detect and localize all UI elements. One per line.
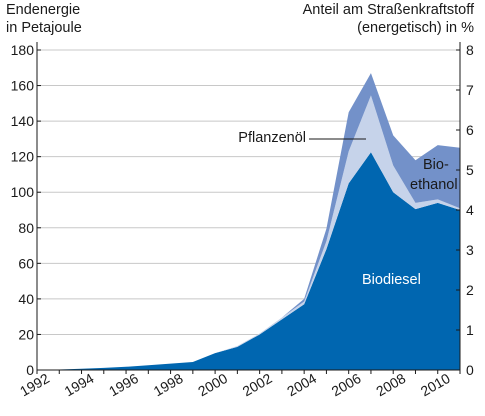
series-area-biodiesel xyxy=(37,152,460,370)
gridlines xyxy=(37,49,460,335)
left-tick-label: 160 xyxy=(11,78,35,94)
pflanzenoel-label: Pflanzenöl xyxy=(238,130,306,146)
left-tick-label: 120 xyxy=(11,149,35,165)
left-tick-label: 40 xyxy=(18,291,34,307)
left-axis-ticks: 0 20 40 60 80 100 120 140 160 180 xyxy=(11,42,41,378)
x-tick-label: 2000 xyxy=(195,370,230,400)
left-tick-label: 140 xyxy=(11,113,35,129)
right-tick-label: 2 xyxy=(466,282,474,298)
right-tick-label: 6 xyxy=(466,122,474,138)
series-area-pflanzen-l xyxy=(37,95,460,370)
right-tick-label: 5 xyxy=(466,162,474,178)
biodiesel-label: Biodiesel xyxy=(362,272,421,288)
x-axis-ticks: 1992 1994 1996 1998 2000 2002 2004 2006 2008 2010 xyxy=(17,370,461,400)
right-axis-title-line2: (energetisch) in % xyxy=(357,20,474,36)
x-tick-label: 2002 xyxy=(240,370,275,400)
left-axis-title-line1: Endenergie xyxy=(6,2,80,18)
left-tick-label: 60 xyxy=(18,255,34,271)
x-tick-label: 1998 xyxy=(151,370,186,400)
left-tick-label: 0 xyxy=(26,362,34,378)
x-tick-label: 2006 xyxy=(329,370,364,400)
right-axis-ticks: 0 1 2 3 4 5 6 7 8 xyxy=(456,42,474,378)
x-tick-label: 2008 xyxy=(373,370,408,400)
right-tick-label: 7 xyxy=(466,82,474,98)
right-tick-label: 0 xyxy=(466,362,474,378)
left-tick-label: 100 xyxy=(11,184,35,200)
x-tick-label: 1996 xyxy=(106,370,141,400)
left-tick-label: 20 xyxy=(18,326,34,342)
x-tick-label: 1994 xyxy=(62,370,97,400)
left-axis-title-line2: in Petajoule xyxy=(6,20,82,36)
x-tick-label: 2010 xyxy=(418,370,453,400)
right-tick-label: 8 xyxy=(466,42,474,58)
axes xyxy=(36,42,461,371)
bioethanol-label-line2: ethanol xyxy=(410,177,458,193)
stacked-areas xyxy=(37,73,460,370)
left-tick-label: 180 xyxy=(11,42,35,58)
x-tick-label: 2004 xyxy=(284,370,319,400)
left-tick-label: 80 xyxy=(18,220,34,236)
bioethanol-label-line1: Bio- xyxy=(423,157,449,173)
right-tick-label: 4 xyxy=(466,202,474,218)
right-tick-label: 3 xyxy=(466,242,474,258)
right-tick-label: 1 xyxy=(466,322,474,338)
x-tick-label: 1992 xyxy=(17,370,52,400)
right-axis-title-line1: Anteil am Straßenkraftstoff xyxy=(303,2,475,18)
